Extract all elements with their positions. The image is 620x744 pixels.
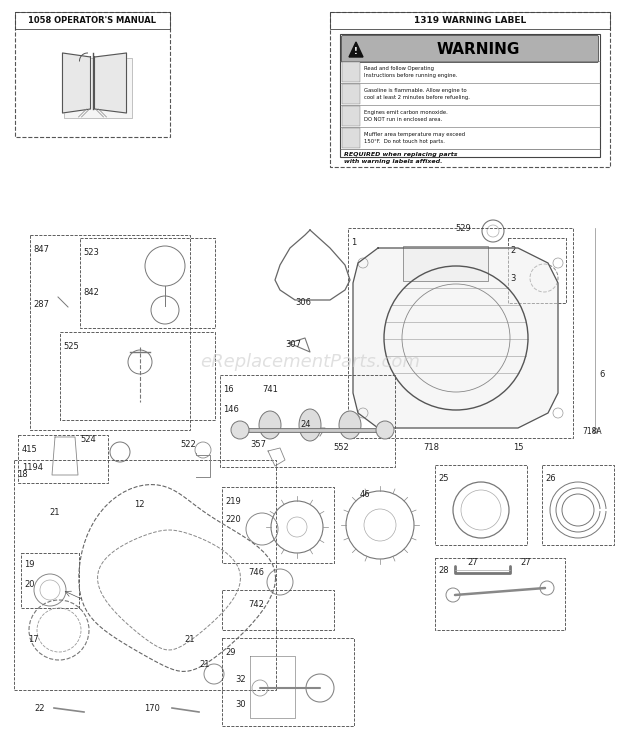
- Ellipse shape: [339, 411, 361, 439]
- Text: 842: 842: [83, 288, 99, 297]
- Text: 847: 847: [33, 245, 49, 254]
- Text: 529: 529: [455, 224, 471, 233]
- Text: 170: 170: [144, 704, 160, 713]
- Bar: [435, 465, 527, 545]
- Text: 27: 27: [467, 558, 477, 567]
- Bar: [508, 238, 566, 303]
- Bar: [60, 332, 215, 420]
- Bar: [30, 235, 190, 430]
- Text: 524: 524: [80, 435, 95, 444]
- Text: 26: 26: [545, 474, 556, 483]
- Text: 525: 525: [63, 342, 79, 351]
- Text: 27: 27: [520, 558, 531, 567]
- Ellipse shape: [259, 411, 281, 439]
- Text: 25: 25: [438, 474, 448, 483]
- Text: 20: 20: [24, 580, 35, 589]
- Text: !: !: [354, 46, 358, 56]
- Text: 746: 746: [248, 568, 264, 577]
- Text: 28: 28: [438, 566, 449, 575]
- Text: 24: 24: [300, 420, 311, 429]
- Text: 219: 219: [225, 497, 241, 506]
- Text: 552: 552: [333, 443, 348, 452]
- Text: 1058 OPERATOR'S MANUAL: 1058 OPERATOR'S MANUAL: [29, 16, 156, 25]
- Polygon shape: [353, 248, 558, 428]
- Text: 29: 29: [225, 648, 236, 657]
- Text: 17: 17: [28, 635, 38, 644]
- Text: 21: 21: [49, 508, 60, 517]
- Text: 15: 15: [513, 443, 523, 452]
- Text: Read and follow Operating
Instructions before running engine.: Read and follow Operating Instructions b…: [364, 66, 458, 77]
- Polygon shape: [349, 42, 363, 57]
- Bar: [14, 460, 276, 690]
- Text: 3: 3: [510, 274, 515, 283]
- Text: 522: 522: [180, 440, 196, 449]
- Text: 46: 46: [360, 490, 371, 499]
- Bar: [80, 238, 215, 328]
- Text: eReplacementParts.com: eReplacementParts.com: [200, 353, 420, 371]
- Bar: [542, 465, 614, 545]
- Bar: [15, 12, 170, 29]
- Bar: [18, 435, 108, 483]
- Polygon shape: [63, 53, 91, 113]
- Text: 415: 415: [22, 445, 38, 454]
- Text: 22: 22: [34, 704, 45, 713]
- Text: 1: 1: [351, 238, 356, 247]
- Text: 306: 306: [295, 298, 311, 307]
- Text: 1194: 1194: [22, 463, 43, 472]
- Text: 21: 21: [184, 635, 195, 644]
- Text: 307: 307: [285, 340, 301, 349]
- Text: 741: 741: [262, 385, 278, 394]
- Bar: [342, 62, 360, 82]
- Circle shape: [231, 421, 249, 439]
- Bar: [348, 228, 573, 438]
- Bar: [435, 558, 565, 630]
- Bar: [330, 12, 610, 29]
- Text: 523: 523: [83, 248, 99, 257]
- Text: 357: 357: [250, 440, 266, 449]
- Bar: [342, 106, 360, 126]
- Text: 21: 21: [199, 660, 210, 669]
- Bar: [21, 553, 79, 608]
- Text: 18: 18: [17, 470, 28, 479]
- Text: REQUIRED when replacing parts
with warning labels affixed.: REQUIRED when replacing parts with warni…: [344, 152, 458, 164]
- Text: 718A: 718A: [582, 427, 601, 436]
- Ellipse shape: [299, 409, 321, 441]
- Bar: [220, 375, 395, 467]
- FancyBboxPatch shape: [342, 36, 598, 62]
- Text: 32: 32: [235, 675, 246, 684]
- Bar: [222, 638, 354, 726]
- Bar: [15, 12, 170, 137]
- Text: 1319 WARNING LABEL: 1319 WARNING LABEL: [414, 16, 526, 25]
- Bar: [222, 590, 334, 630]
- Text: 220: 220: [225, 515, 241, 524]
- Bar: [63, 58, 131, 118]
- Text: 287: 287: [33, 300, 49, 309]
- Text: 6: 6: [599, 370, 604, 379]
- Text: 12: 12: [134, 500, 144, 509]
- Text: 19: 19: [24, 560, 35, 569]
- Bar: [342, 84, 360, 104]
- Text: 16: 16: [223, 385, 234, 394]
- Text: Muffler area temperature may exceed
150°F.  Do not touch hot parts.: Muffler area temperature may exceed 150°…: [364, 132, 465, 144]
- Bar: [330, 12, 610, 167]
- Bar: [340, 34, 600, 157]
- Text: 718: 718: [423, 443, 439, 452]
- Text: 2: 2: [510, 246, 515, 255]
- Text: 30: 30: [235, 700, 246, 709]
- Polygon shape: [94, 53, 126, 113]
- Bar: [342, 128, 360, 148]
- Text: Engines emit carbon monoxide.
DO NOT run in enclosed area.: Engines emit carbon monoxide. DO NOT run…: [364, 110, 448, 122]
- Bar: [222, 487, 334, 563]
- Text: Gasoline is flammable. Allow engine to
cool at least 2 minutes before refueling.: Gasoline is flammable. Allow engine to c…: [364, 89, 470, 100]
- Circle shape: [376, 421, 394, 439]
- Bar: [403, 246, 488, 281]
- Text: 146: 146: [223, 405, 239, 414]
- Text: WARNING: WARNING: [436, 42, 520, 57]
- Text: 742: 742: [248, 600, 264, 609]
